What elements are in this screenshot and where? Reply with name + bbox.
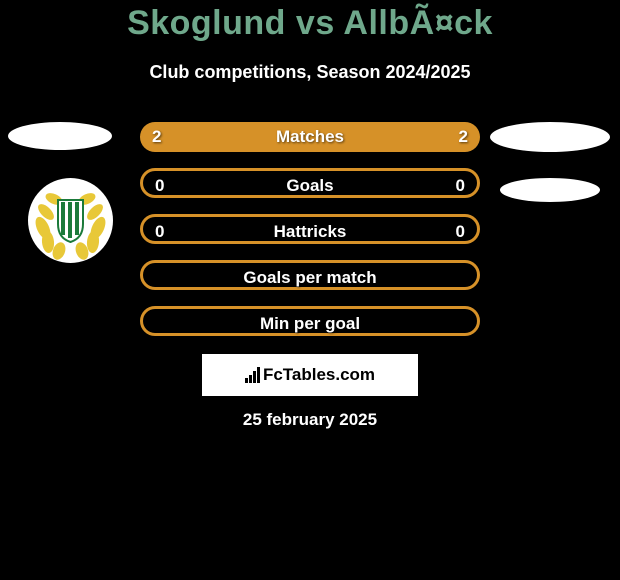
right-upper-oval <box>490 122 610 152</box>
stat-value-right: 0 <box>456 171 465 201</box>
logo-bars-icon <box>245 367 260 383</box>
stat-value-left: 0 <box>155 171 164 201</box>
logo-label: FcTables.com <box>263 365 375 385</box>
right-lower-oval <box>500 178 600 202</box>
comparison-infographic: Skoglund vs AllbÃ¤ck Club competitions, … <box>0 0 620 580</box>
stat-row: Matches2 2 <box>140 122 480 152</box>
subtitle: Club competitions, Season 2024/2025 <box>0 62 620 83</box>
title: Skoglund vs AllbÃ¤ck <box>0 4 620 43</box>
club-badge <box>28 178 113 263</box>
stat-row: Hattricks0 0 <box>140 214 480 244</box>
stat-value-left: 2 <box>152 122 161 152</box>
stat-label: Goals <box>143 171 477 201</box>
player-left-name: Skoglund <box>127 4 286 42</box>
stat-label: Matches <box>140 122 480 152</box>
logo-text: FcTables.com <box>245 365 375 385</box>
stat-label: Min per goal <box>143 309 477 339</box>
stat-value-right: 0 <box>456 217 465 247</box>
fctables-logo: FcTables.com <box>202 354 418 396</box>
badge-graphic <box>28 178 113 263</box>
stat-label: Goals per match <box>143 263 477 293</box>
vs-text: vs <box>296 4 335 42</box>
stat-value-right: 2 <box>459 122 468 152</box>
stat-value-left: 0 <box>155 217 164 247</box>
left-upper-oval <box>8 122 112 150</box>
player-right-name: AllbÃ¤ck <box>343 4 493 42</box>
date-text: 25 february 2025 <box>0 410 620 430</box>
stat-row: Goals per match <box>140 260 480 290</box>
stat-label: Hattricks <box>143 217 477 247</box>
stat-row: Min per goal <box>140 306 480 336</box>
stat-row: Goals0 0 <box>140 168 480 198</box>
